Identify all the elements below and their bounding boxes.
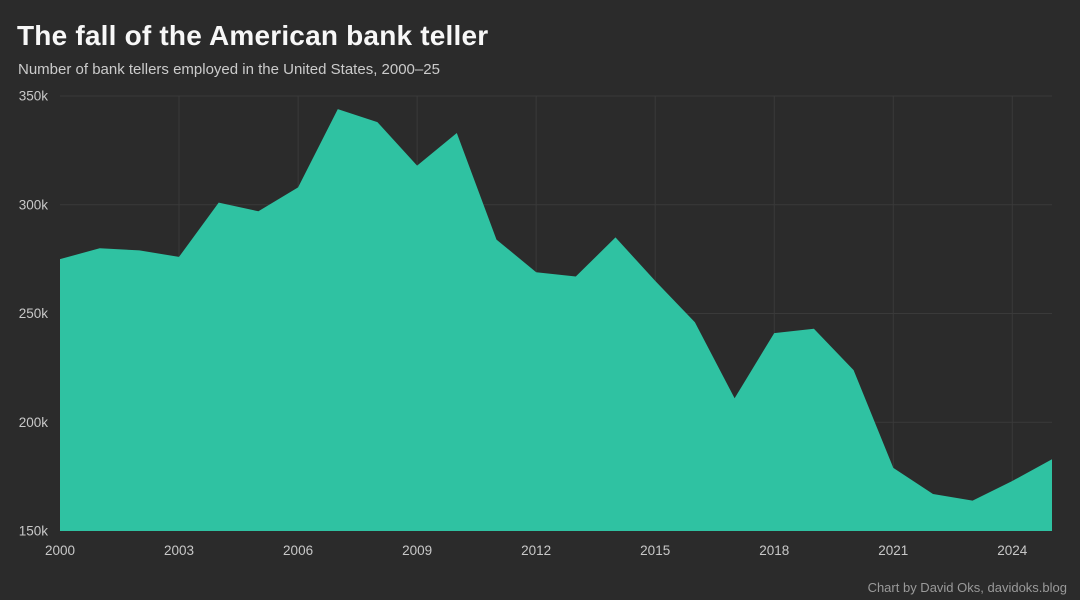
y-tick-label: 200k: [19, 415, 49, 430]
y-tick-label: 350k: [19, 89, 49, 104]
area-series: [60, 109, 1052, 531]
y-tick-label: 150k: [19, 524, 49, 539]
x-tick-label: 2000: [45, 543, 75, 558]
chart-subtitle: Number of bank tellers employed in the U…: [18, 61, 440, 78]
y-tick-label: 300k: [19, 197, 49, 212]
x-tick-label: 2018: [759, 543, 789, 558]
chart-title: The fall of the American bank teller: [17, 20, 489, 51]
x-tick-label: 2012: [521, 543, 551, 558]
x-tick-label: 2009: [402, 543, 432, 558]
x-tick-label: 2003: [164, 543, 194, 558]
x-tick-label: 2006: [283, 543, 313, 558]
x-tick-label: 2024: [997, 543, 1028, 558]
chart-credit: Chart by David Oks, davidoks.blog: [867, 580, 1067, 595]
x-tick-label: 2021: [878, 543, 908, 558]
y-tick-label: 250k: [19, 306, 49, 321]
x-tick-label: 2015: [640, 543, 670, 558]
